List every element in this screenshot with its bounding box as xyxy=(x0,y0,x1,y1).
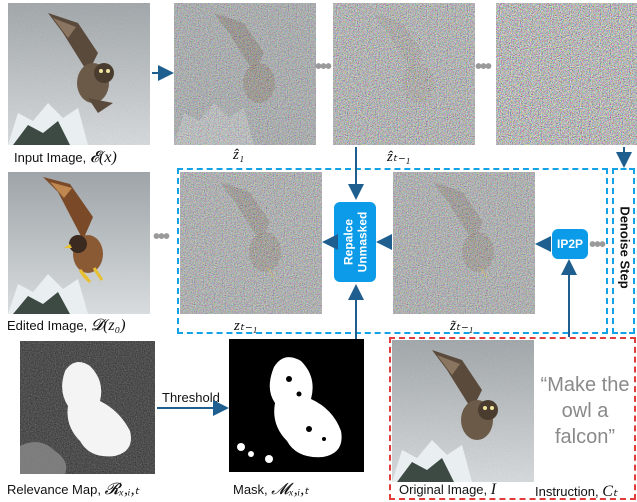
condition-inputs-box xyxy=(389,337,636,500)
replace-line2: Unmasked xyxy=(355,211,370,273)
latent-z-tilde xyxy=(393,172,535,314)
instruction-label: Instruction, xyxy=(535,484,603,499)
denoise-step-label: Denoise Step xyxy=(617,206,633,289)
ellipsis-dots: ••• xyxy=(589,234,606,256)
threshold-label: Threshold xyxy=(162,390,220,405)
edited-image xyxy=(8,172,150,314)
relevance-map-image xyxy=(20,341,155,474)
input-image-label: Input Image, xyxy=(14,150,90,165)
original-image-math: I xyxy=(490,481,497,498)
input-image xyxy=(8,3,150,145)
denoising-loop-box xyxy=(177,168,608,334)
instruction-text: “Make the owl a falcon” xyxy=(540,374,630,448)
relevance-map-caption: Relevance Map, 𝓡ₓ,ᵢ,ₜ xyxy=(7,479,139,499)
zt-minus-1-mid-label: zₜ₋₁ xyxy=(234,318,258,334)
edited-image-math: 𝓓(z₀) xyxy=(90,317,126,334)
relevance-map-math: 𝓡ₓ,ᵢ,ₜ xyxy=(104,481,140,498)
instruction-caption: Instruction, Cₜ xyxy=(535,481,618,501)
ip2p-block: IP2P xyxy=(552,229,588,259)
replace-unmasked-block: Repalce Unmasked xyxy=(334,202,376,282)
instruction-math: Cₜ xyxy=(602,483,618,500)
ellipsis-dots: ••• xyxy=(315,56,332,78)
noisy-latent-z1 xyxy=(174,3,316,145)
mask-label: Mask, xyxy=(233,482,272,497)
ip2p-label: IP2P xyxy=(556,237,583,251)
mask-caption: Mask, 𝓜ₓ,ᵢ,ₜ xyxy=(233,479,309,499)
original-image-caption: Original Image, I xyxy=(399,481,496,499)
edited-image-label: Edited Image, xyxy=(7,318,91,333)
z1-label: ẑ₁ xyxy=(233,147,245,163)
denoise-step-box xyxy=(612,168,635,334)
pure-noise-image xyxy=(496,3,637,145)
latent-zt-minus-1-mid xyxy=(180,172,322,314)
noisy-latent-zt-minus-1-top xyxy=(333,3,475,145)
zt-minus-1-top-label: ẑₜ₋₁ xyxy=(387,149,411,165)
replace-line1: Repalce xyxy=(341,218,356,266)
input-image-caption: Input Image, 𝓔(x) xyxy=(14,149,117,167)
z-tilde-label: z̃ₜ₋₁ xyxy=(450,318,474,334)
original-image-label: Original Image, xyxy=(399,482,491,497)
mask-math: 𝓜ₓ,ᵢ,ₜ xyxy=(271,481,310,498)
ellipsis-dots: ••• xyxy=(153,226,170,248)
original-image xyxy=(392,340,534,482)
mask-image xyxy=(229,339,364,472)
ellipsis-dots: ••• xyxy=(475,56,492,78)
relevance-map-label: Relevance Map, xyxy=(7,482,105,497)
edited-image-caption: Edited Image, 𝓓(z₀) xyxy=(7,317,126,335)
input-image-math: 𝓔(x) xyxy=(89,149,117,166)
